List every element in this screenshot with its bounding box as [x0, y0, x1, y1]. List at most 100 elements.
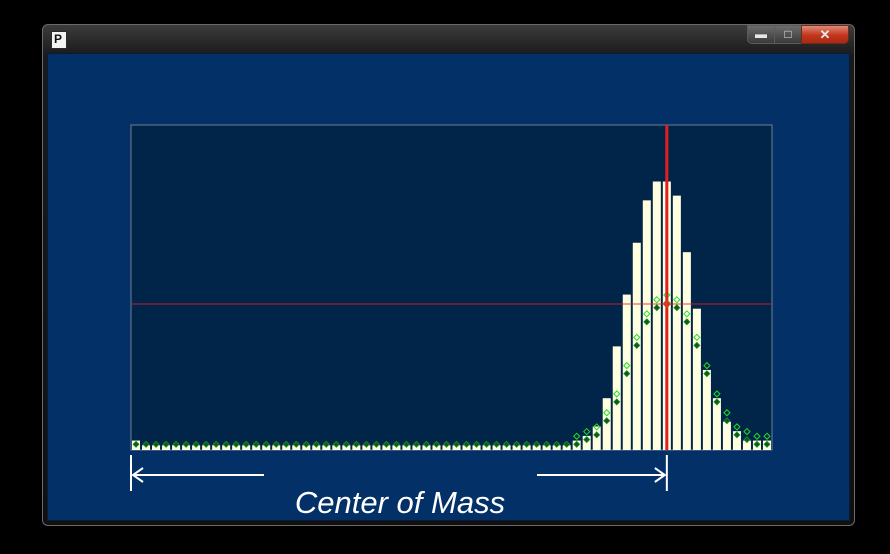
histogram-bar: [682, 252, 691, 450]
center-of-mass-chart: [130, 124, 773, 491]
distribution-marker: [152, 440, 160, 448]
histogram-bar: [722, 421, 731, 450]
histogram-bar: [652, 181, 661, 450]
client-area: Center of Mass: [47, 53, 850, 521]
distribution-marker: [653, 304, 661, 312]
arrow-left-head: [131, 467, 144, 483]
distribution-marker-open: [703, 361, 711, 370]
distribution-marker: [302, 440, 310, 448]
distribution-marker: [683, 318, 691, 326]
minimize-button[interactable]: ▬: [747, 25, 775, 44]
distribution-marker-open: [723, 409, 731, 417]
distribution-marker: [412, 440, 421, 448]
distribution-marker: [583, 436, 591, 444]
distribution-marker-open: [743, 427, 751, 436]
distribution-marker: [372, 440, 380, 448]
distribution-marker-open: [763, 432, 771, 440]
histogram-bar: [732, 431, 741, 450]
distribution-marker: [292, 440, 300, 448]
histogram-bar: [742, 440, 751, 450]
distribution-marker-open: [733, 423, 741, 431]
distribution-marker: [242, 440, 250, 448]
distribution-marker: [613, 398, 621, 406]
distribution-marker: [493, 440, 501, 448]
distribution-marker: [673, 304, 681, 312]
distribution-marker: [432, 440, 441, 448]
distribution-marker: [332, 440, 340, 448]
distribution-marker: [452, 440, 461, 448]
distribution-marker: [442, 440, 451, 448]
maximize-button[interactable]: □: [774, 25, 802, 44]
distribution-marker: [462, 440, 471, 448]
distribution-marker-open: [673, 295, 681, 304]
distribution-marker: [352, 440, 360, 448]
distribution-marker: [192, 440, 200, 448]
distribution-marker: [603, 417, 611, 425]
distribution-marker: [482, 440, 491, 448]
distribution-marker-open: [693, 333, 701, 342]
distribution-marker: [593, 431, 601, 439]
distribution-marker: [402, 440, 410, 448]
distribution-marker: [312, 440, 320, 448]
distribution-marker: [563, 440, 571, 448]
histogram-bar: [712, 398, 721, 450]
distribution-marker: [252, 440, 260, 448]
distribution-marker-open: [583, 427, 591, 436]
distribution-marker: [162, 440, 170, 448]
distribution-marker: [202, 440, 210, 448]
distribution-marker: [362, 440, 370, 448]
distribution-marker-open: [653, 295, 661, 304]
distribution-marker: [503, 440, 511, 448]
distribution-marker-open: [613, 390, 621, 398]
distribution-marker: [212, 440, 220, 448]
distribution-marker: [132, 440, 140, 448]
distribution-marker: [753, 440, 761, 448]
distribution-marker: [763, 440, 771, 448]
distribution-marker: [703, 370, 711, 378]
app-window: P ▬ □ ✕ Center of Mass: [42, 24, 855, 526]
distribution-marker: [392, 440, 400, 448]
distribution-marker: [733, 431, 741, 439]
distribution-marker: [142, 440, 150, 448]
distribution-marker: [172, 440, 180, 448]
distribution-marker-open: [713, 390, 721, 398]
distribution-marker: [182, 440, 190, 448]
distribution-marker: [573, 440, 581, 448]
distribution-marker: [282, 440, 290, 448]
distribution-marker-open: [593, 423, 601, 431]
distribution-marker-open: [623, 361, 631, 370]
app-icon-label: P: [54, 32, 63, 46]
distribution-marker: [422, 440, 431, 448]
distribution-marker-open: [572, 432, 581, 440]
distribution-marker: [523, 440, 531, 448]
histogram-bar: [692, 308, 701, 450]
distribution-marker: [743, 436, 751, 444]
distribution-marker-open: [753, 432, 761, 440]
distribution-marker: [382, 440, 390, 448]
distribution-marker: [713, 398, 721, 406]
center-of-mass-marker: [662, 299, 672, 309]
distribution-marker: [513, 440, 521, 448]
app-icon[interactable]: P: [51, 31, 67, 49]
distribution-marker: [222, 440, 230, 448]
distribution-marker: [272, 440, 280, 448]
distribution-marker: [322, 440, 330, 448]
distribution-marker-open: [633, 333, 641, 342]
close-button[interactable]: ✕: [801, 25, 849, 44]
distribution-marker: [623, 370, 631, 378]
distribution-marker: [232, 440, 240, 448]
arrow-right-head: [654, 467, 667, 483]
distribution-marker: [533, 440, 541, 448]
distribution-marker-open: [643, 310, 651, 318]
distribution-marker: [643, 318, 651, 326]
distribution-marker: [543, 440, 551, 448]
distribution-marker-open: [603, 409, 611, 417]
histogram-bar: [702, 369, 711, 450]
distribution-marker: [723, 417, 731, 425]
histogram-bar: [672, 195, 681, 450]
distribution-marker: [472, 440, 481, 448]
distribution-marker-open: [683, 310, 691, 318]
distribution-marker: [342, 440, 350, 448]
distribution-marker: [553, 440, 561, 448]
distribution-marker: [262, 440, 270, 448]
